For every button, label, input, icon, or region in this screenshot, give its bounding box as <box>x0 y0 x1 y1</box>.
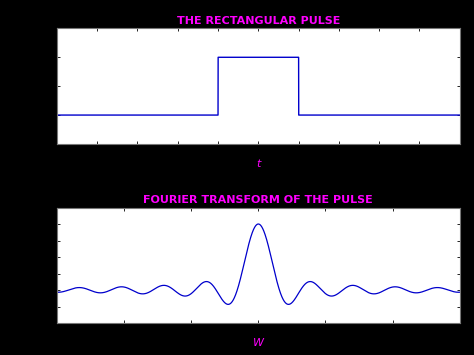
Title: FOURIER TRANSFORM OF THE PULSE: FOURIER TRANSFORM OF THE PULSE <box>144 195 373 205</box>
X-axis label: W: W <box>253 338 264 348</box>
X-axis label: t: t <box>256 159 261 169</box>
Title: THE RECTANGULAR PULSE: THE RECTANGULAR PULSE <box>177 16 340 26</box>
